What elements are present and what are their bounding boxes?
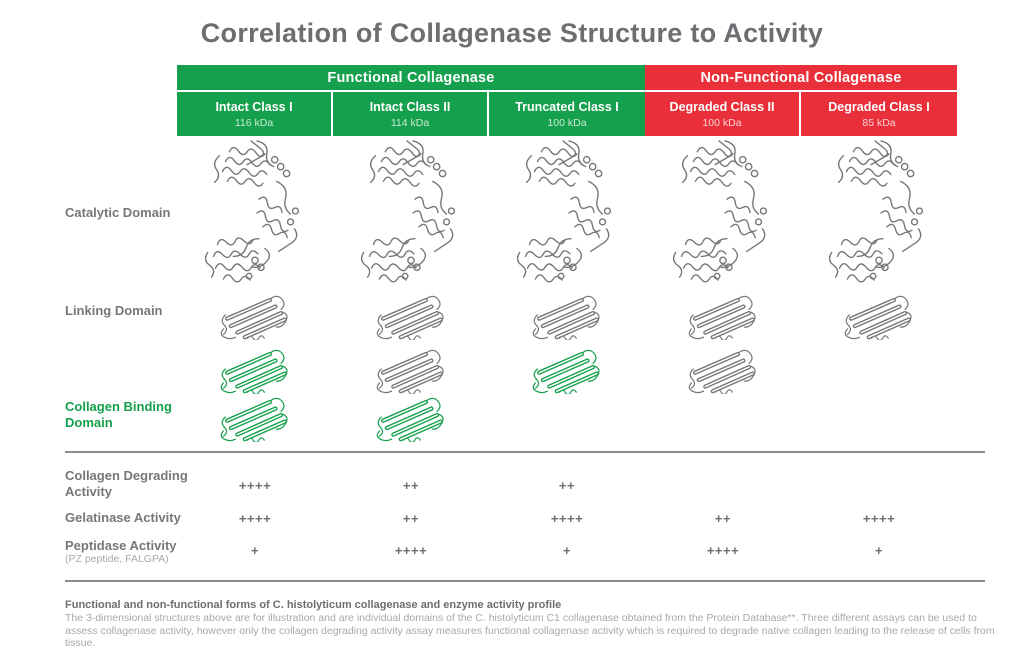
linking-domain-structure bbox=[213, 288, 297, 340]
row-label-catalytic-domain: Catalytic Domain bbox=[65, 205, 171, 220]
activity-value bbox=[645, 478, 801, 493]
structure-column-degraded-class-1 bbox=[801, 0, 957, 663]
collagen-binding-domain-structure bbox=[525, 342, 609, 394]
activity-value: ++ bbox=[558, 478, 576, 493]
column-label: Degraded Class I bbox=[828, 99, 930, 114]
activity-value: ++++ bbox=[238, 478, 272, 493]
linking-domain-structure bbox=[681, 342, 765, 394]
activity-value: ++++ bbox=[550, 511, 584, 526]
linking-domain-structure bbox=[369, 342, 453, 394]
activity-value bbox=[801, 478, 957, 493]
activity-value: + bbox=[874, 543, 884, 558]
structure-column-degraded-class-2 bbox=[645, 0, 801, 663]
row-label-collagen-binding-domain: Collagen Binding Domain bbox=[65, 399, 172, 430]
structure-column-truncated-class-1 bbox=[489, 0, 645, 663]
group-header-row: Functional Collagenase Non-Functional Co… bbox=[177, 65, 957, 90]
activity-value: ++ bbox=[402, 478, 420, 493]
column-mass: 100 kDa bbox=[702, 116, 742, 129]
catalytic-domain-structure bbox=[511, 138, 623, 286]
activity-values-peptidase: + ++++ + ++++ + bbox=[177, 543, 957, 558]
column-header-truncated-class-1: Truncated Class I 100 kDa bbox=[489, 92, 645, 136]
catalytic-domain-structure bbox=[199, 138, 311, 286]
activity-value: ++++ bbox=[706, 543, 740, 558]
linking-domain-structure bbox=[369, 288, 453, 340]
activity-value: ++ bbox=[402, 511, 420, 526]
caption-body: The 3-dimensional structures above are f… bbox=[65, 612, 995, 649]
structure-column-intact-class-1 bbox=[177, 0, 333, 663]
column-header-degraded-class-2: Degraded Class II 100 kDa bbox=[645, 92, 801, 136]
column-label: Intact Class I bbox=[215, 99, 293, 114]
activity-values-gelatinase: ++++ ++ ++++ ++ ++++ bbox=[177, 511, 957, 526]
column-label: Truncated Class I bbox=[515, 99, 619, 114]
group-header-non-functional: Non-Functional Collagenase bbox=[645, 65, 957, 90]
row-label-linking-domain: Linking Domain bbox=[65, 303, 163, 318]
activity-value: + bbox=[562, 543, 572, 558]
row-label-peptidase-activity: Peptidase Activity bbox=[65, 538, 177, 553]
column-header-table: Functional Collagenase Non-Functional Co… bbox=[177, 65, 957, 136]
row-label-gelatinase-activity: Gelatinase Activity bbox=[65, 510, 181, 525]
collagen-binding-domain-structure bbox=[213, 342, 297, 394]
activity-value: ++++ bbox=[862, 511, 896, 526]
row-sublabel-peptidase-substrates: (PZ peptide, FALGPA) bbox=[65, 553, 169, 565]
collagen-binding-domain-structure bbox=[369, 390, 453, 442]
column-label: Intact Class II bbox=[369, 99, 451, 114]
activity-value: ++++ bbox=[394, 543, 428, 558]
column-header-intact-class-2: Intact Class II 114 kDa bbox=[333, 92, 489, 136]
linking-domain-structure bbox=[681, 288, 765, 340]
caption-heading: Functional and non-functional forms of C… bbox=[65, 599, 562, 611]
divider-line-bottom bbox=[65, 580, 985, 582]
divider-line-top bbox=[65, 451, 985, 453]
column-mass: 114 kDa bbox=[390, 116, 430, 129]
column-header-row: Intact Class I 116 kDa Intact Class II 1… bbox=[177, 92, 957, 136]
column-label: Degraded Class II bbox=[669, 99, 775, 114]
column-mass: 100 kDa bbox=[547, 116, 587, 129]
activity-value: ++++ bbox=[238, 511, 272, 526]
group-header-functional: Functional Collagenase bbox=[177, 65, 645, 90]
column-header-intact-class-1: Intact Class I 116 kDa bbox=[177, 92, 333, 136]
collagen-binding-domain-structure bbox=[213, 390, 297, 442]
catalytic-domain-structure bbox=[823, 138, 935, 286]
column-mass: 85 kDa bbox=[862, 116, 896, 129]
catalytic-domain-structure bbox=[667, 138, 779, 286]
linking-domain-structure bbox=[525, 288, 609, 340]
structure-column-intact-class-2 bbox=[333, 0, 489, 663]
column-mass: 116 kDa bbox=[234, 116, 274, 129]
row-label-collagen-degrading-activity: Collagen Degrading Activity bbox=[65, 468, 188, 499]
activity-values-collagen-degrading: ++++ ++ ++ bbox=[177, 478, 957, 493]
catalytic-domain-structure bbox=[355, 138, 467, 286]
page-title: Correlation of Collagenase Structure to … bbox=[200, 18, 824, 48]
activity-value: ++ bbox=[714, 511, 732, 526]
linking-domain-structure bbox=[837, 288, 921, 340]
column-header-degraded-class-1: Degraded Class I 85 kDa bbox=[801, 92, 957, 136]
activity-value: + bbox=[250, 543, 260, 558]
